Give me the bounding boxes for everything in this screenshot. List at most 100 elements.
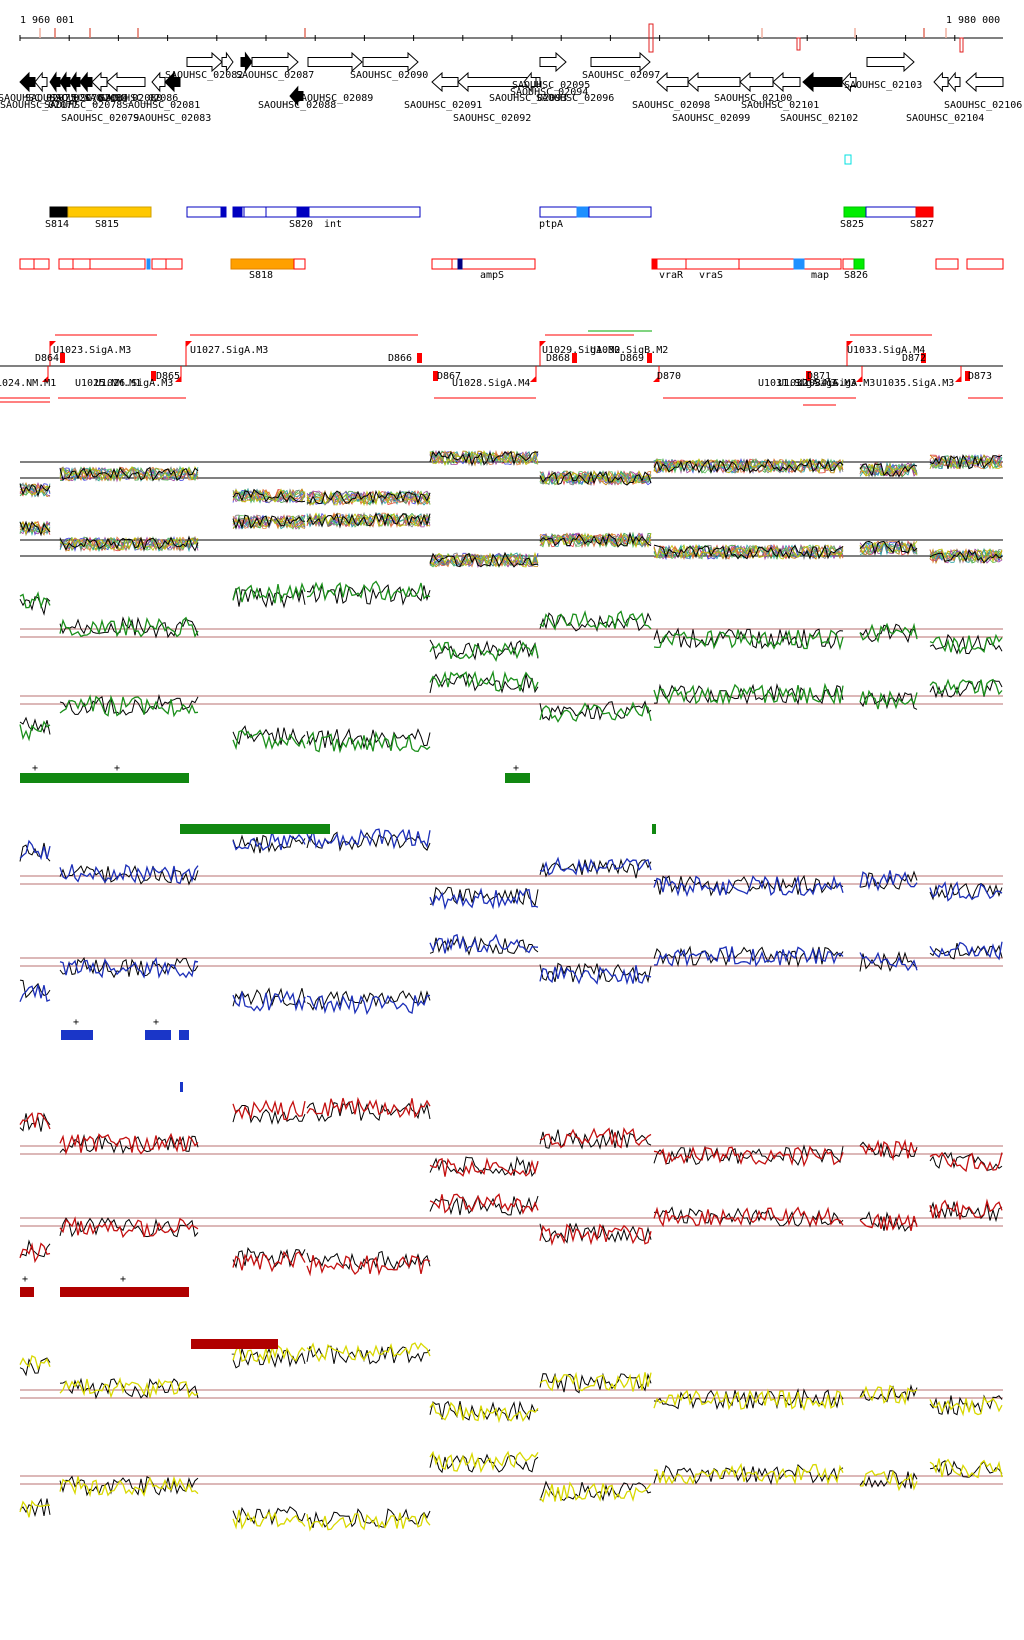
segment-box xyxy=(165,258,183,270)
segment-box xyxy=(539,206,578,218)
expression-line xyxy=(859,1141,918,1159)
gene-label: SAOUHSC_02098 xyxy=(632,100,710,111)
expression-line xyxy=(232,488,306,503)
segment-box xyxy=(33,258,50,270)
expression-line xyxy=(653,1464,844,1485)
expression-line xyxy=(539,962,652,984)
expression-line xyxy=(859,542,918,556)
expression-line xyxy=(232,729,306,751)
expression-line xyxy=(929,548,1003,565)
expression-line xyxy=(929,881,1003,902)
expression-line xyxy=(929,942,1003,960)
expression-tracks xyxy=(19,449,1003,1532)
gene-label: SAOUHSC_02081 xyxy=(122,100,200,111)
expression-line xyxy=(59,864,199,885)
gene-arrow xyxy=(523,71,537,93)
segment-boxes-blue[interactable] xyxy=(49,206,934,218)
segment-box xyxy=(738,258,795,270)
promoter-flag xyxy=(847,341,853,347)
segment-box xyxy=(151,258,167,270)
segment-label: S814 xyxy=(45,219,69,230)
segment-box xyxy=(186,206,225,218)
expression-line xyxy=(232,990,306,1012)
expression-line xyxy=(859,689,918,710)
expression-line xyxy=(306,580,431,602)
terminator-block xyxy=(417,353,422,363)
expression-line xyxy=(653,1206,844,1228)
segment-label: S818 xyxy=(249,270,273,281)
expression-line xyxy=(429,639,539,661)
gene-arrow xyxy=(164,71,181,93)
expression-line xyxy=(859,540,918,556)
expression-line xyxy=(306,511,431,529)
expression-line xyxy=(539,531,652,548)
cluster-bar xyxy=(145,1030,171,1040)
segment-box xyxy=(89,258,146,270)
segment-box xyxy=(935,258,959,270)
segment-box xyxy=(243,206,267,218)
cyan-marker xyxy=(844,154,852,165)
upstream-label: U1032.SigA.M3 xyxy=(778,378,856,389)
expression-line xyxy=(859,692,918,710)
expression-line xyxy=(19,1497,51,1518)
gene-label: SAOUHSC_02089 xyxy=(295,93,373,104)
expression-line xyxy=(59,1475,199,1497)
terminator-block xyxy=(965,371,970,381)
expression-line xyxy=(59,1475,199,1498)
strand-mark: + xyxy=(114,763,120,774)
terminator-block xyxy=(151,371,156,381)
expression-line xyxy=(539,701,652,723)
upstream-label: U1026.SigA.M3 xyxy=(95,378,173,389)
gene-label: SAOUHSC_02078 xyxy=(44,100,122,111)
segment-box xyxy=(588,206,652,218)
gene-label: SAOUHSC_02103 xyxy=(844,80,922,91)
coord-end: 1 980 000 xyxy=(946,15,1000,26)
expression-line xyxy=(654,1462,844,1486)
segment-box xyxy=(220,206,227,218)
gene-label: SAOUHSC_02094 xyxy=(510,87,588,98)
gene-label: SAOUHSC_02079 xyxy=(61,113,139,124)
segment-box xyxy=(72,258,91,270)
cluster-bar xyxy=(180,824,330,834)
gene-label: SAOUHSC_02092 xyxy=(453,113,531,124)
expression-line xyxy=(539,470,652,486)
strand-mark: + xyxy=(73,1017,79,1028)
expression-line xyxy=(859,1213,918,1232)
gene-label: SAOUHSC_02100 xyxy=(714,93,792,104)
expression-line xyxy=(539,470,652,486)
segment-box xyxy=(793,258,805,270)
expression-line xyxy=(19,839,51,861)
expression-line xyxy=(232,829,306,852)
expression-line xyxy=(929,678,1003,697)
gene-label: SAOUHSC_02077 xyxy=(0,100,78,111)
expression-line xyxy=(59,956,199,979)
promoter-track: U1023.SigA.M3 U1027.SigA.M3 U1029.SigA.M… xyxy=(0,330,1003,406)
segment-boxes-red[interactable] xyxy=(19,258,1004,270)
segment-box xyxy=(293,258,306,270)
segment-box xyxy=(49,206,69,218)
terminator-block xyxy=(433,371,438,381)
segment-box xyxy=(915,206,934,218)
coord-start: 1 960 001 xyxy=(20,15,74,26)
expression-line xyxy=(429,1193,539,1215)
expression-line xyxy=(429,450,539,467)
cluster-bar-shapes[interactable] xyxy=(20,773,656,1349)
promoter-shapes[interactable] xyxy=(0,330,1003,406)
terminator-block xyxy=(60,353,65,363)
expression-line xyxy=(429,886,539,908)
gene-arrows[interactable] xyxy=(19,51,1004,107)
upstream-label: U1030.SigB.M2 xyxy=(590,345,668,356)
expression-line xyxy=(232,1099,306,1121)
expression-line xyxy=(19,520,51,537)
ruler-ticks xyxy=(19,35,956,41)
gene-label: SAOUHSC_02080 xyxy=(84,93,162,104)
gene-arrow xyxy=(802,71,843,93)
segment-box xyxy=(966,258,1004,270)
terminator-block xyxy=(572,353,577,363)
gene-arrow xyxy=(933,71,949,93)
segment-box xyxy=(843,206,867,218)
expression-line xyxy=(232,1250,306,1273)
expression-line xyxy=(539,470,652,486)
segment-box xyxy=(656,258,687,270)
gene-label: SAOUHSC_02083 xyxy=(133,113,211,124)
